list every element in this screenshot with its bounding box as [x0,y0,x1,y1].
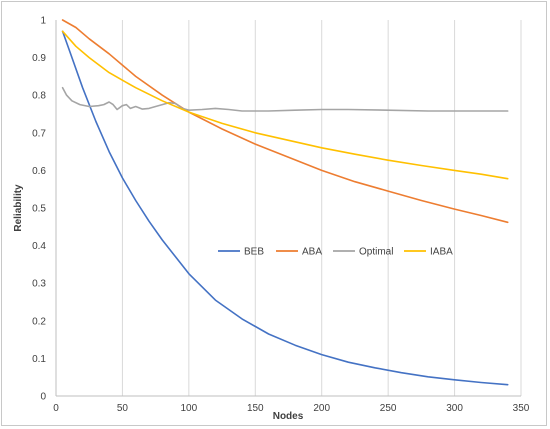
y-tick-labels: 0 0.1 0.2 0.3 0.4 0.5 0.6 0.7 0.8 0.9 1 [32,16,46,403]
series-line-optimal [61,86,509,112]
y-tick-label: 0.1 [32,354,46,365]
y-tick-label: 0.4 [32,241,46,252]
x-tick-label: 100 [181,403,198,414]
y-tick-label: 0.6 [32,166,46,177]
x-tick-labels: 0 50 100 150 200 250 300 350 [53,403,530,414]
legend: BEB ABA Optimal IABA [218,247,453,258]
y-tick-label: 0 [40,392,46,403]
x-axis-title: Nodes [273,411,304,422]
legend-label-optimal: Optimal [359,247,393,258]
y-tick-label: 0.9 [32,53,46,64]
y-axis-title: Reliability [13,184,24,232]
y-tick-label: 0.7 [32,128,46,139]
y-tick-label: 0.5 [32,204,46,215]
x-tick-label: 50 [117,403,129,414]
x-tick-label: 250 [380,403,397,414]
legend-label-beb: BEB [244,247,264,258]
series-lines [61,19,509,386]
y-tick-label: 0.8 [32,91,46,102]
x-tick-label: 200 [313,403,330,414]
x-tick-label: 150 [247,403,264,414]
gridlines [121,20,522,396]
series-line-iaba [61,30,509,180]
series-line-beb [61,30,509,386]
x-tick-label: 350 [513,403,530,414]
axes [55,20,521,397]
x-tick-label: 300 [446,403,463,414]
y-tick-label: 1 [40,16,46,27]
legend-label-iaba: IABA [430,247,453,258]
y-tick-label: 0.3 [32,279,46,290]
legend-label-aba: ABA [302,247,322,258]
x-tick-label: 0 [53,403,59,414]
series-line-aba [61,19,509,224]
y-tick-label: 0.2 [32,316,46,327]
